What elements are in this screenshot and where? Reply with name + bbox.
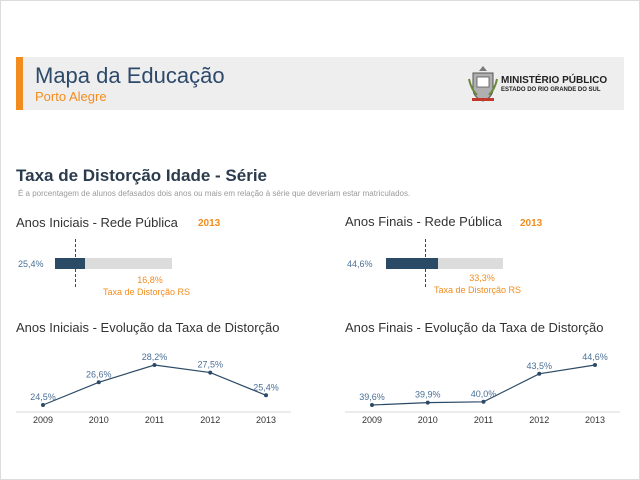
right-chart-x-tick-label: 2009 [362, 415, 382, 425]
coat-of-arms-icon [468, 66, 498, 102]
left-chart-data-point [41, 403, 45, 407]
left-reference-label: Taxa de Distorção RS [103, 287, 191, 297]
right-chart-data-point [537, 371, 542, 376]
left-chart-x-tick-label: 2010 [89, 415, 109, 425]
section-description: É a porcentagem de alunos defasados dois… [18, 189, 411, 198]
left-bar-fill [55, 258, 85, 269]
left-year-badge: 2013 [198, 218, 221, 229]
left-bar-value: 25,4% [18, 259, 44, 269]
left-line-chart: 24,5% 2009 26,6% 2010 28,2% 2011 27,5% 2012 25,4… [16, 352, 291, 425]
logo-title: MINISTÉRIO PÚBLICO [501, 75, 608, 86]
app-subtitle: Porto Alegre [35, 89, 107, 104]
left-chart-data-point [208, 370, 213, 375]
left-chart-data-label: 26,6% [86, 369, 112, 379]
left-chart-series-line [42, 364, 267, 406]
right-bar-value: 44,6% [347, 259, 373, 269]
right-chart-x-tick-label: 2013 [585, 415, 605, 425]
left-chart-data-point [264, 393, 268, 398]
left-chart-data-label: 27,5% [197, 360, 223, 370]
right-chart-data-label: 40,0% [471, 389, 497, 399]
header-banner: Mapa da Educação Porto Alegre MINISTÉRIO… [16, 57, 624, 110]
left-line-chart-title: Anos Iniciais - Evolução da Taxa de Dist… [16, 320, 280, 335]
right-chart-data-label: 43,5% [526, 361, 552, 371]
left-chart-data-label: 24,5% [30, 392, 56, 402]
section-title: Taxa de Distorção Idade - Série [16, 166, 267, 185]
right-year-badge: 2013 [520, 218, 543, 229]
left-chart-x-tick-label: 2013 [256, 415, 276, 425]
right-chart-series-line [371, 364, 596, 406]
left-chart-data-point [96, 380, 101, 385]
right-line-chart: 39,6% 2009 39,9% 2010 40,0% 2011 43,5% 2012 44,6… [345, 352, 620, 425]
left-reference-value: 16,8% [137, 275, 163, 285]
right-chart-data-point [425, 400, 430, 405]
left-reference-line [74, 239, 76, 287]
left-chart-data-label: 25,4% [253, 382, 279, 392]
left-chart-x-tick-label: 2012 [200, 415, 220, 425]
logo-subtitle: ESTADO DO RIO GRANDE DO SUL [501, 87, 601, 93]
right-chart-data-point [593, 363, 597, 367]
left-bar-track [55, 258, 172, 269]
right-chart-x-tick-label: 2011 [474, 415, 493, 425]
right-chart-data-label: 44,6% [582, 352, 608, 362]
right-line-chart-title: Anos Finais - Evolução da Taxa de Distor… [345, 320, 604, 335]
left-chart-data-label: 28,2% [142, 352, 168, 362]
right-chart-x-tick-label: 2010 [418, 415, 438, 425]
left-chart-data-point [152, 363, 157, 367]
header-accent-bar [16, 57, 23, 110]
right-chart-data-label: 39,9% [415, 390, 441, 400]
right-bar-title: Anos Finais - Rede Pública [345, 214, 502, 229]
right-chart-data-point [370, 403, 374, 407]
right-reference-label: Taxa de Distorção RS [434, 285, 522, 295]
left-chart-x-tick-label: 2009 [33, 415, 53, 425]
right-chart-data-point [481, 399, 486, 404]
right-chart-data-label: 39,6% [359, 392, 385, 402]
right-reference-line [424, 239, 426, 287]
right-bar-fill [386, 258, 439, 269]
left-chart-x-tick-label: 2011 [145, 415, 164, 425]
right-reference-value: 33,3% [469, 273, 495, 283]
right-bar-track [386, 258, 503, 269]
ministerio-publico-logo: MINISTÉRIO PÚBLICO ESTADO DO RIO GRANDE … [468, 65, 618, 103]
right-chart-x-tick-label: 2012 [529, 415, 549, 425]
left-bar-title: Anos Iniciais - Rede Pública [16, 215, 178, 230]
app-title: Mapa da Educação [35, 63, 225, 88]
